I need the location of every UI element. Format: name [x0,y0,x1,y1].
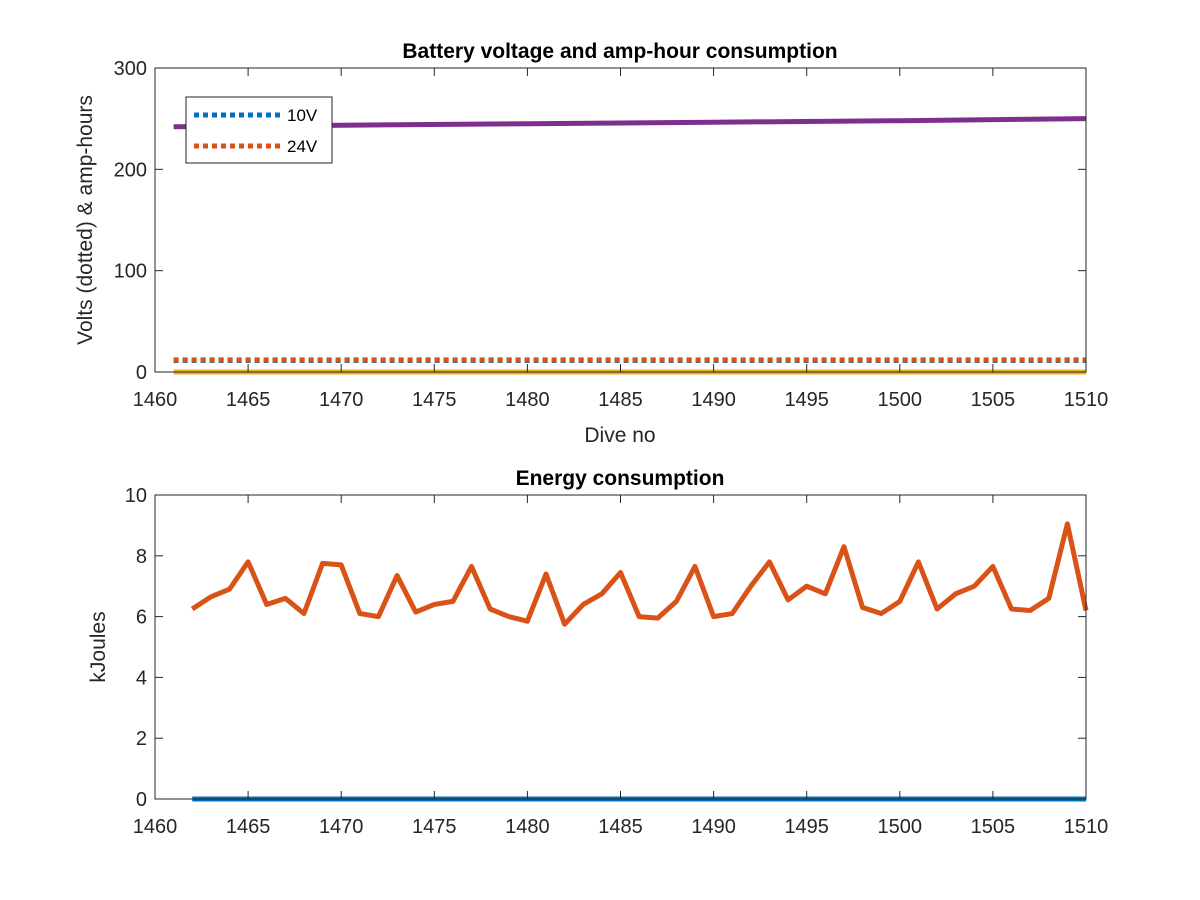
energy-chart-y-tick-label: 10 [125,485,147,507]
energy-chart-x-tick-label: 1495 [784,816,829,838]
voltage-chart-title: Battery voltage and amp-hour consumption [402,40,837,63]
energy-chart-x-tick-label: 1480 [505,816,550,838]
energy-chart-series-line-1 [190,521,1089,627]
voltage-chart-x-tick-label: 1510 [1064,389,1109,411]
legend-label-24v: 24V [287,137,318,156]
voltage-chart-x-ticks: 1460 1465 1470 1475 1480 1485 1490 1495 1500 1505… [133,68,1109,411]
energy-chart-title: Energy consumption [516,467,725,490]
voltage-chart-x-tick-label: 1470 [319,389,364,411]
voltage-chart-x-tick-label: 1460 [133,389,178,411]
energy-chart-x-tick-label: 1465 [226,816,271,838]
legend-box [185,96,333,164]
energy-chart-y-tick-label: 0 [136,789,147,811]
voltage-chart-x-tick-label: 1475 [412,389,457,411]
voltage-chart-x-tick-label: 1485 [598,389,643,411]
voltage-chart-x-tick-label: 1495 [784,389,829,411]
energy-chart-x-tick-label: 1475 [412,816,457,838]
energy-chart-y-tick-label: 8 [136,546,147,568]
voltage-chart-y-tick-label: 200 [114,159,147,181]
voltage-chart-y-tick-label: 300 [114,58,147,80]
energy-chart-x-ticks: 1460 1465 1470 1475 1480 1485 1490 1495 1500 1505… [133,495,1109,838]
voltage-chart-y-tick-label: 100 [114,261,147,283]
voltage-chart-y-tick-label: 0 [136,362,147,384]
energy-chart-x-tick-label: 1470 [319,816,364,838]
energy-chart-x-tick-label: 1500 [878,816,923,838]
voltage-chart-y-label: Volts (dotted) & amp-hours [74,95,97,345]
voltage-chart-x-label: Dive no [584,424,655,447]
voltage-chart-legend: 10V 24V [185,96,333,164]
voltage-chart-x-tick-label: 1465 [226,389,271,411]
voltage-chart-x-tick-label: 1500 [878,389,923,411]
voltage-chart-x-tick-label: 1490 [691,389,736,411]
energy-chart-y-tick-label: 2 [136,728,147,750]
energy-chart-y-tick-label: 6 [136,607,147,629]
voltage-chart-y-ticks: 0 100 200 300 [114,58,1086,384]
energy-chart-y-ticks: 0 2 4 6 8 10 [125,485,1086,811]
voltage-chart-x-tick-label: 1505 [971,389,1016,411]
energy-chart-x-tick-label: 1460 [133,816,178,838]
energy-chart-y-tick-label: 4 [136,667,147,689]
energy-chart-y-label: kJoules [87,611,110,682]
voltage-chart-x-tick-label: 1480 [505,389,550,411]
energy-chart-x-tick-label: 1490 [691,816,736,838]
energy-chart-x-tick-label: 1485 [598,816,643,838]
energy-chart-x-tick-label: 1505 [971,816,1016,838]
energy-chart: 1460 1465 1470 1475 1480 1485 1490 1495 1500 1505… [87,467,1108,838]
voltage-chart: 1460 1465 1470 1475 1480 1485 1490 1495 1500 1505… [74,40,1108,447]
energy-chart-x-tick-label: 1510 [1064,816,1109,838]
legend-label-10v: 10V [287,106,318,125]
